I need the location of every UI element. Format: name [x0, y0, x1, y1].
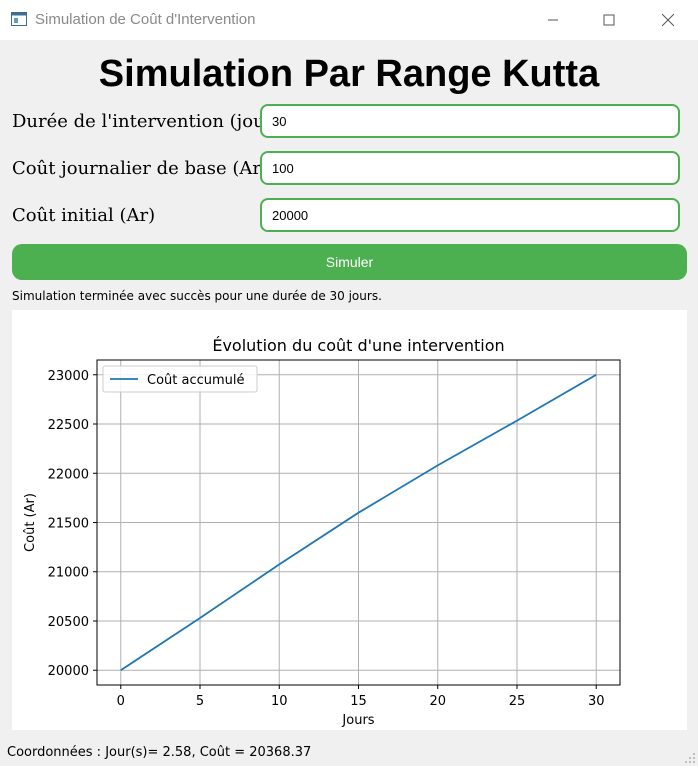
- x-tick-label: 30: [588, 694, 605, 709]
- close-button[interactable]: [645, 0, 691, 40]
- initial-cost-input[interactable]: [260, 198, 680, 232]
- page-title: Simulation Par Range Kutta: [98, 53, 600, 95]
- series-line-cout-accumule: [120, 374, 597, 671]
- title-bar[interactable]: Simulation de Coût d'Intervention: [0, 0, 698, 40]
- daily-cost-input[interactable]: [260, 151, 680, 185]
- x-tick-label: 15: [350, 694, 367, 709]
- x-tick-label: 0: [117, 694, 125, 709]
- window-title: Simulation de Coût d'Intervention: [35, 11, 256, 28]
- x-tick-label: 10: [271, 694, 288, 709]
- y-axis-label: Coût (Ar): [23, 493, 38, 552]
- chart-axes: 0 5 10 15 20 25 30 20000 20500 21000 21500 22000 225…: [48, 369, 605, 709]
- simulate-button[interactable]: Simuler: [12, 244, 687, 280]
- duration-input[interactable]: [260, 104, 680, 138]
- window-app-icon: [11, 12, 27, 26]
- chart-legend: Coût accumulé: [102, 365, 258, 393]
- maximize-icon: [603, 14, 615, 26]
- x-tick-label: 5: [196, 694, 204, 709]
- x-tick-label: 25: [509, 694, 526, 709]
- y-tick-label: 20500: [48, 615, 89, 630]
- chart-title: Évolution du coût d'une intervention: [212, 336, 504, 355]
- y-tick-label: 20000: [48, 664, 89, 679]
- close-icon: [661, 13, 675, 27]
- cost-chart: 0 5 10 15 20 25 30 20000 20500 21000 21500 22000 225…: [23, 336, 621, 728]
- initial-cost-label: Coût initial (Ar): [12, 205, 156, 226]
- legend-label: Coût accumulé: [147, 373, 245, 388]
- x-axis-label: Jours: [341, 713, 374, 728]
- daily-cost-label: Coût journalier de base (Ar): [12, 158, 268, 179]
- chart-grid: [97, 360, 620, 685]
- y-tick-label: 21000: [48, 566, 89, 581]
- legend-box: [102, 365, 258, 393]
- y-tick-label: 21500: [48, 517, 89, 532]
- status-message: Simulation terminée avec succès pour une…: [12, 289, 382, 303]
- duration-label: Durée de l'intervention (jours): [12, 111, 290, 132]
- maximize-button[interactable]: [586, 0, 632, 40]
- resize-grip-icon[interactable]: [684, 752, 696, 764]
- y-tick-label: 23000: [48, 369, 89, 384]
- minimize-icon: [548, 19, 558, 21]
- y-tick-label: 22500: [48, 418, 89, 433]
- coordinates-readout: Coordonnées : Jour(s)= 2.58, Coût = 2036…: [7, 745, 312, 760]
- chart-canvas[interactable]: 0 5 10 15 20 25 30 20000 20500 21000 21500 22000 225…: [12, 310, 687, 730]
- y-tick-label: 22000: [48, 467, 89, 482]
- x-tick-label: 20: [429, 694, 446, 709]
- minimize-button[interactable]: [530, 0, 576, 40]
